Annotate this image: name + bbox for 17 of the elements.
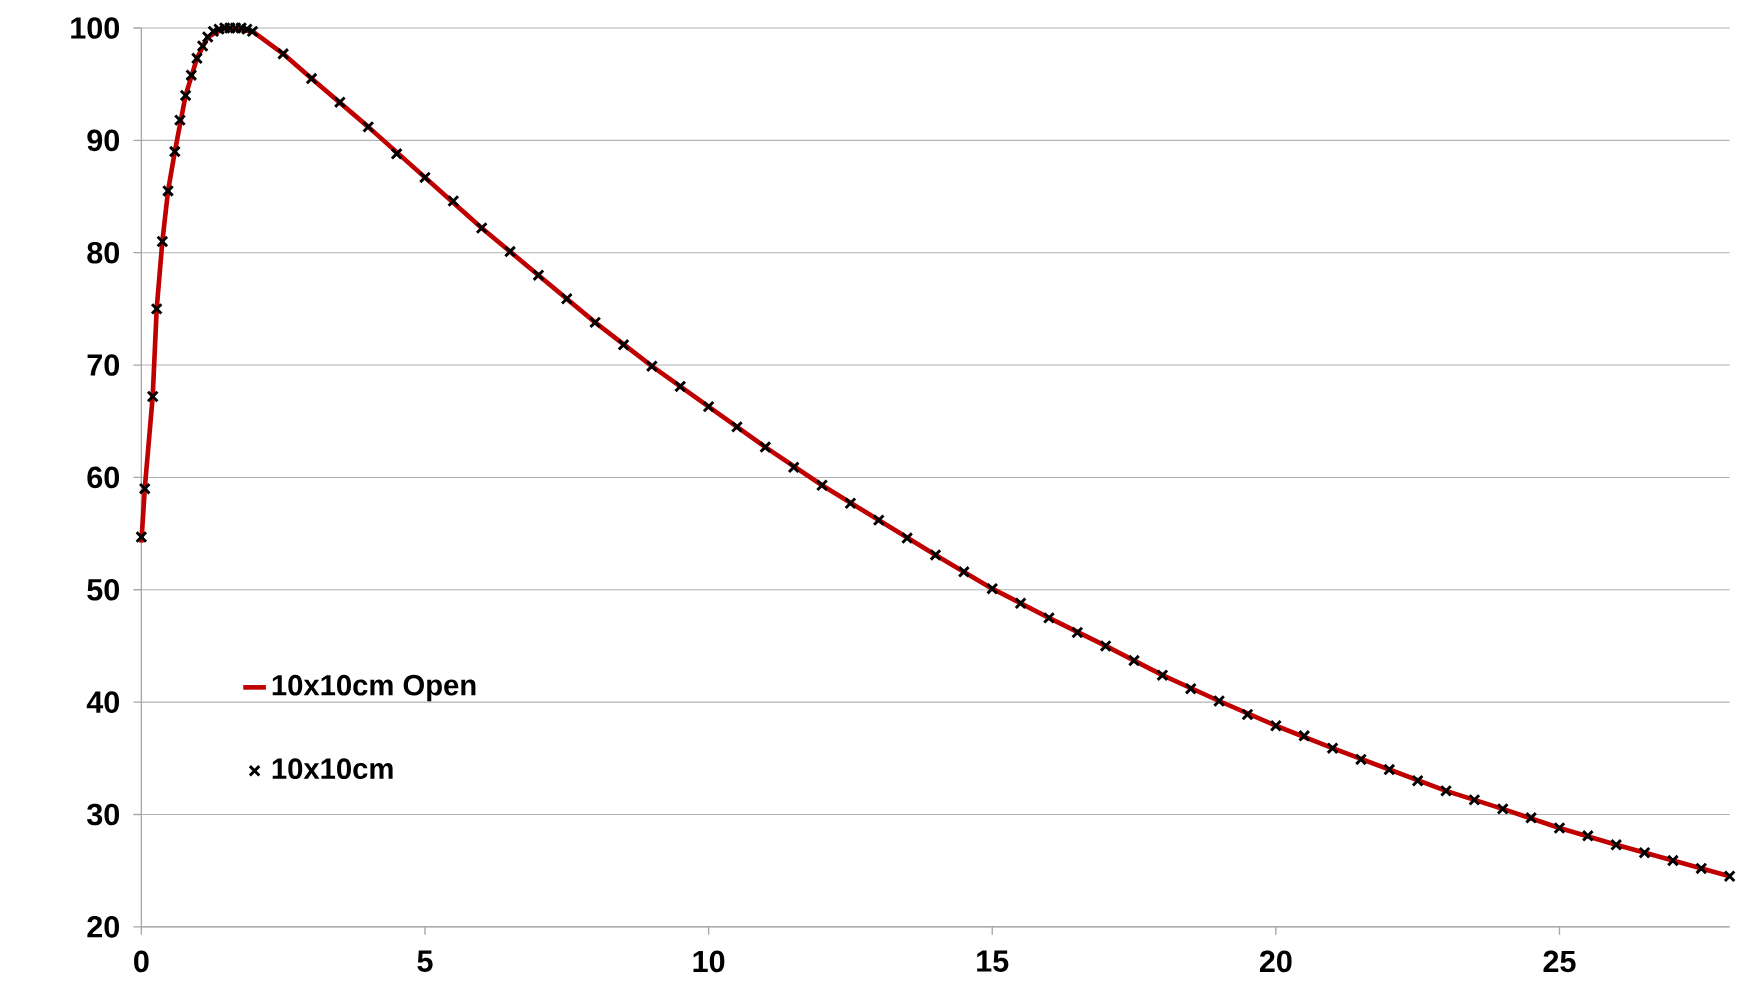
x-tick-label: 5 bbox=[417, 950, 433, 972]
legend-label: 10x10cm bbox=[272, 758, 393, 779]
x-tick-label: 0 bbox=[134, 950, 149, 973]
y-tick-label: 100 bbox=[71, 17, 120, 39]
y-tick-label: 50 bbox=[87, 578, 120, 601]
y-tick-label: 80 bbox=[87, 241, 120, 264]
y-tick-label: 70 bbox=[87, 354, 120, 376]
y-tick-label: 40 bbox=[86, 691, 120, 713]
x-tick-label: 25 bbox=[1543, 950, 1576, 973]
x-tick-label: 15 bbox=[977, 950, 1009, 972]
y-tick-label: 60 bbox=[87, 466, 120, 489]
legend-label: 10x10cm Open bbox=[272, 674, 476, 702]
y-tick-label: 30 bbox=[87, 803, 120, 826]
x-tick-label: 20 bbox=[1259, 950, 1292, 973]
y-tick-label: 20 bbox=[87, 915, 120, 938]
x-tick-label: 10 bbox=[693, 950, 725, 973]
y-tick-label: 90 bbox=[87, 129, 120, 152]
